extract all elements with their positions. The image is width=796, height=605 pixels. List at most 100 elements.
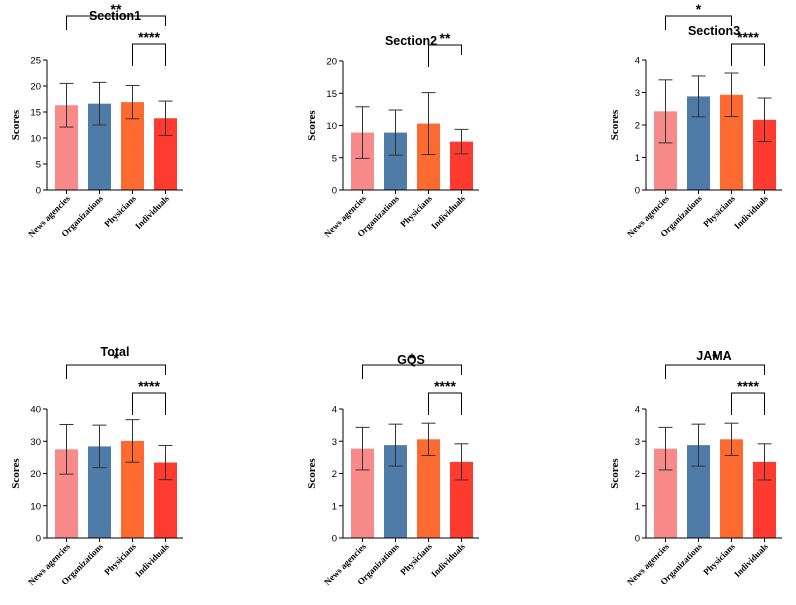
chart-title: GQS <box>397 353 425 367</box>
significance-label: * <box>409 350 415 366</box>
x-tick-label: Individuals <box>429 541 467 579</box>
y-tick-label: 3 <box>635 437 640 448</box>
x-tick-label: Individuals <box>429 193 467 231</box>
significance-bracket <box>132 43 166 66</box>
y-tick-label: 5 <box>36 160 41 171</box>
bar-news-agencies <box>55 105 78 190</box>
bar-physicians <box>720 439 743 538</box>
y-tick-label: 10 <box>30 501 41 512</box>
bar-physicians <box>720 94 743 190</box>
chart-title: Total <box>101 345 130 359</box>
y-tick-label: 20 <box>326 57 337 68</box>
y-tick-label: 15 <box>326 89 337 100</box>
error-bar <box>388 423 403 467</box>
bar-news-agencies <box>351 132 374 190</box>
significance-bracket <box>428 392 462 415</box>
significance-label: **** <box>138 29 160 45</box>
x-tick-label: Individuals <box>133 541 171 579</box>
error-bar <box>59 82 74 128</box>
bar-organizations <box>687 96 710 190</box>
error-bar <box>92 424 107 469</box>
significance-label: **** <box>737 29 759 45</box>
significance-line <box>731 392 765 415</box>
y-tick-label: 0 <box>635 534 640 545</box>
y-tick-label: 2 <box>635 121 640 132</box>
y-tick-label: 4 <box>635 56 640 67</box>
bar-organizations <box>384 445 407 538</box>
y-tick-label: 0 <box>36 186 41 197</box>
error-bar <box>92 81 107 126</box>
y-tick-label: 4 <box>332 405 337 416</box>
bar-news-agencies <box>351 448 374 538</box>
y-tick-label: 1 <box>332 501 337 512</box>
error-bar <box>125 419 140 463</box>
bar-physicians <box>121 102 144 190</box>
y-tick-label: 25 <box>30 56 41 67</box>
bar-news-agencies <box>55 449 78 538</box>
error-bar <box>658 79 673 144</box>
y-axis-label: Scores <box>10 458 22 489</box>
y-tick-label: 15 <box>30 108 41 119</box>
y-tick-label: 0 <box>36 534 41 545</box>
significance-line <box>362 364 462 379</box>
significance-label: ** <box>440 30 451 46</box>
significance-label: **** <box>138 378 160 394</box>
chart-title: JAMA <box>696 349 731 363</box>
error-bar <box>724 422 739 456</box>
error-bar <box>757 443 772 481</box>
y-tick-label: 4 <box>635 405 640 416</box>
bar-physicians <box>417 123 440 190</box>
y-axis-label: Scores <box>306 458 318 489</box>
error-bar <box>454 128 469 155</box>
bar-individuals <box>154 118 177 190</box>
significance-line <box>66 15 166 30</box>
significance-label: * <box>696 1 702 17</box>
error-bar <box>125 84 140 120</box>
bar-news-agencies <box>654 448 677 538</box>
significance-line <box>132 392 166 415</box>
significance-line <box>132 43 166 66</box>
y-tick-label: 10 <box>326 121 337 132</box>
x-tick-label: Individuals <box>133 193 171 231</box>
significance-line <box>428 44 462 67</box>
error-bar <box>691 423 706 467</box>
error-bar <box>757 97 772 143</box>
y-tick-label: 0 <box>635 186 640 197</box>
error-bar <box>355 106 370 159</box>
y-tick-label: 20 <box>30 469 41 480</box>
y-tick-label: 0 <box>332 534 337 545</box>
significance-bracket <box>665 15 732 30</box>
y-tick-label: 2 <box>635 469 640 480</box>
significance-line <box>665 364 765 379</box>
significance-label: * <box>712 350 718 366</box>
x-tick-label: Individuals <box>732 193 770 231</box>
y-tick-label: 20 <box>30 82 41 93</box>
significance-bracket <box>132 392 166 415</box>
significance-label: **** <box>434 378 456 394</box>
bar-organizations <box>687 445 710 538</box>
bar-organizations <box>384 132 407 190</box>
significance-bracket <box>731 392 765 415</box>
y-axis-label: Scores <box>10 109 22 140</box>
y-tick-label: 40 <box>30 405 41 416</box>
error-bar <box>454 443 469 481</box>
y-tick-label: 2 <box>332 469 337 480</box>
y-tick-label: 3 <box>635 88 640 99</box>
significance-line <box>665 15 732 30</box>
significance-label: * <box>113 350 119 366</box>
significance-line <box>731 43 765 66</box>
y-tick-label: 5 <box>332 153 337 164</box>
significance-bracket <box>731 43 765 66</box>
significance-bracket <box>66 364 166 379</box>
bar-physicians <box>417 439 440 538</box>
significance-bracket <box>66 15 166 30</box>
x-tick-label: Individuals <box>732 541 770 579</box>
bar-individuals <box>753 461 776 538</box>
significance-bracket <box>428 44 462 67</box>
bar-organizations <box>88 446 111 538</box>
